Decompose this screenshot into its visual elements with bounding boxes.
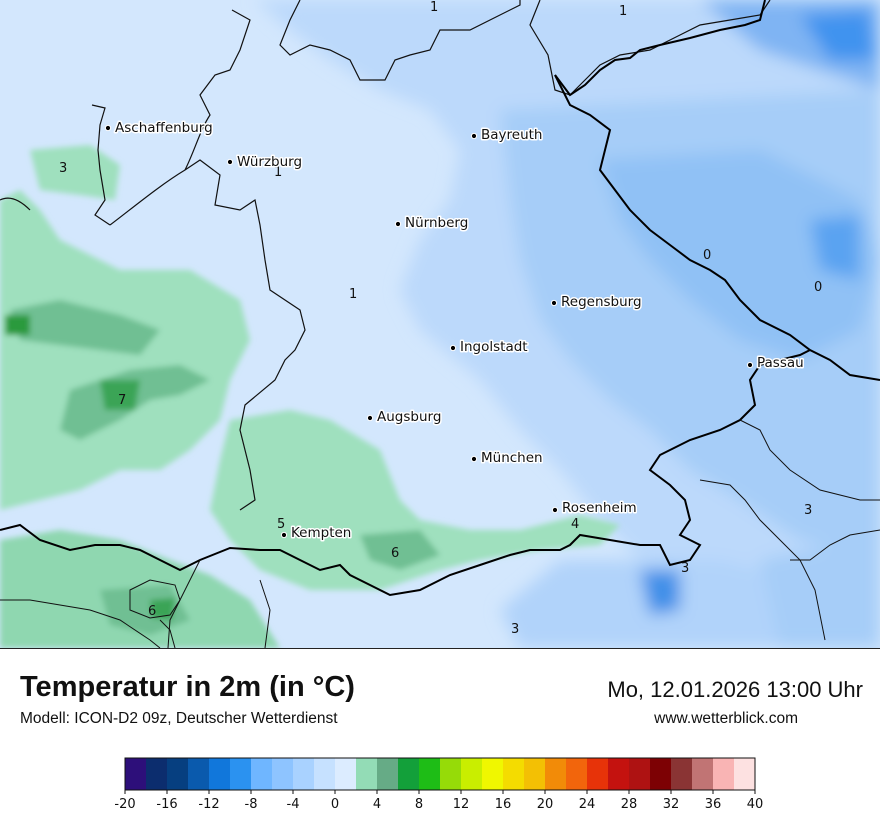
legend-tick-label: 12 [453, 797, 470, 812]
legend-swatch [734, 758, 756, 790]
temperature-field-cold [255, 0, 880, 648]
legend-swatch [671, 758, 693, 790]
legend-swatch [272, 758, 294, 790]
temperature-field-warm [0, 145, 620, 648]
legend-tick-label: 40 [747, 797, 764, 812]
isotherm-label: 0 [814, 280, 822, 295]
legend-tick-label: 36 [705, 797, 722, 812]
city-ingolstadt[interactable]: Ingolstadt [449, 338, 529, 357]
legend-swatch [209, 758, 231, 790]
legend-swatch [440, 758, 462, 790]
forecast-datetime: Mo, 12.01.2026 13:00 Uhr [607, 677, 863, 702]
legend-tick-label: 24 [579, 797, 596, 812]
legend-swatch [146, 758, 168, 790]
legend-swatch [398, 758, 420, 790]
legend-swatch [461, 758, 483, 790]
legend-swatch [167, 758, 189, 790]
svg-text:Regensburg: Regensburg [561, 294, 642, 310]
svg-text:Ingolstadt: Ingolstadt [460, 339, 528, 355]
legend-tick-label: -20 [114, 797, 135, 812]
svg-text:Nürnberg: Nürnberg [405, 215, 468, 231]
austria-borders [0, 419, 880, 648]
isotherm-label: 3 [511, 622, 519, 637]
city-passau[interactable]: Passau [746, 354, 805, 373]
legend-swatch [713, 758, 735, 790]
legend-swatch [293, 758, 315, 790]
website-link[interactable]: www.wetterblick.com [654, 710, 798, 727]
city-wuerzburg[interactable]: Würzburg [226, 153, 304, 172]
legend-swatch [314, 758, 336, 790]
city-augsburg[interactable]: Augsburg [366, 408, 443, 427]
svg-text:Würzburg: Würzburg [237, 154, 302, 170]
legend-tick-label: 28 [621, 797, 638, 812]
city-muenchen[interactable]: München [470, 449, 544, 468]
legend-swatch [125, 758, 147, 790]
legend-swatch [692, 758, 714, 790]
isotherm-label: 4 [571, 517, 579, 532]
svg-text:Rosenheim: Rosenheim [562, 500, 637, 516]
isotherm-labels: 1 1 3 1 1 0 0 7 5 4 3 6 3 6 3 [59, 0, 822, 637]
map-borders [0, 0, 771, 511]
map-title: Temperatur in 2m (in °C) [20, 671, 355, 703]
legend-tick-label: 16 [495, 797, 512, 812]
legend-swatch [587, 758, 609, 790]
national-border [0, 0, 880, 597]
legend-tick-label: -8 [245, 797, 258, 812]
legend-frame [124, 757, 756, 791]
svg-text:Bayreuth: Bayreuth [481, 127, 543, 143]
legend-tick-label: -4 [287, 797, 300, 812]
isotherm-label: 5 [277, 517, 285, 532]
legend-swatch [650, 758, 672, 790]
legend-tick-label: -12 [198, 797, 219, 812]
map-footer: Temperatur in 2m (in °C) Modell: ICON-D2… [0, 649, 880, 830]
legend-tick-label: 8 [415, 797, 423, 812]
legend-tick-label: -16 [156, 797, 177, 812]
city-markers: Aschaffenburg Würzburg Bayreuth Nürnberg… [104, 119, 805, 543]
legend-swatch [377, 758, 399, 790]
isotherm-label: 1 [274, 165, 282, 180]
svg-text:Augsburg: Augsburg [377, 409, 441, 425]
legend-tick-label: 0 [331, 797, 339, 812]
isotherm-label: 1 [349, 287, 357, 302]
isotherm-label: 6 [391, 546, 399, 561]
city-nuernberg[interactable]: Nürnberg [394, 214, 470, 233]
svg-text:Kempten: Kempten [291, 525, 351, 541]
legend-tick-label: 20 [537, 797, 554, 812]
legend-swatch [335, 758, 357, 790]
legend-swatch [356, 758, 378, 790]
legend-swatch [608, 758, 630, 790]
city-aschaffenburg[interactable]: Aschaffenburg [104, 119, 214, 138]
isotherm-label: 7 [118, 393, 126, 408]
temperature-map: 1 1 3 1 1 0 0 7 5 4 3 6 3 6 3 Aschaff [0, 0, 880, 649]
isotherm-label: 6 [148, 604, 156, 619]
svg-text:München: München [481, 450, 543, 466]
isotherm-label: 1 [430, 0, 438, 15]
legend-swatch [230, 758, 252, 790]
isotherm-label: 3 [59, 161, 67, 176]
legend-swatch [524, 758, 546, 790]
legend-swatch [482, 758, 504, 790]
legend-swatch [419, 758, 441, 790]
isotherm-label: 1 [619, 4, 627, 19]
model-source: Modell: ICON-D2 09z, Deutscher Wetterdie… [20, 710, 338, 727]
isotherm-label: 3 [804, 503, 812, 518]
svg-text:Aschaffenburg: Aschaffenburg [115, 120, 213, 136]
city-rosenheim[interactable]: Rosenheim [551, 499, 638, 518]
svg-text:Passau: Passau [757, 355, 804, 371]
isotherm-label: 3 [681, 561, 689, 576]
city-bayreuth[interactable]: Bayreuth [470, 126, 544, 145]
legend-tick-label: 4 [373, 797, 381, 812]
isotherm-label: 0 [703, 248, 711, 263]
city-regensburg[interactable]: Regensburg [550, 293, 643, 312]
legend-swatch [188, 758, 210, 790]
legend-swatch [503, 758, 525, 790]
legend-swatch [545, 758, 567, 790]
legend-swatch [629, 758, 651, 790]
color-legend: -20 -16 -12 -8 -4 0 4 8 12 16 20 24 28 32 36 40 [0, 756, 880, 830]
legend-swatch [251, 758, 273, 790]
city-kempten[interactable]: Kempten [280, 524, 353, 543]
legend-tick-label: 32 [663, 797, 680, 812]
legend-swatch [566, 758, 588, 790]
